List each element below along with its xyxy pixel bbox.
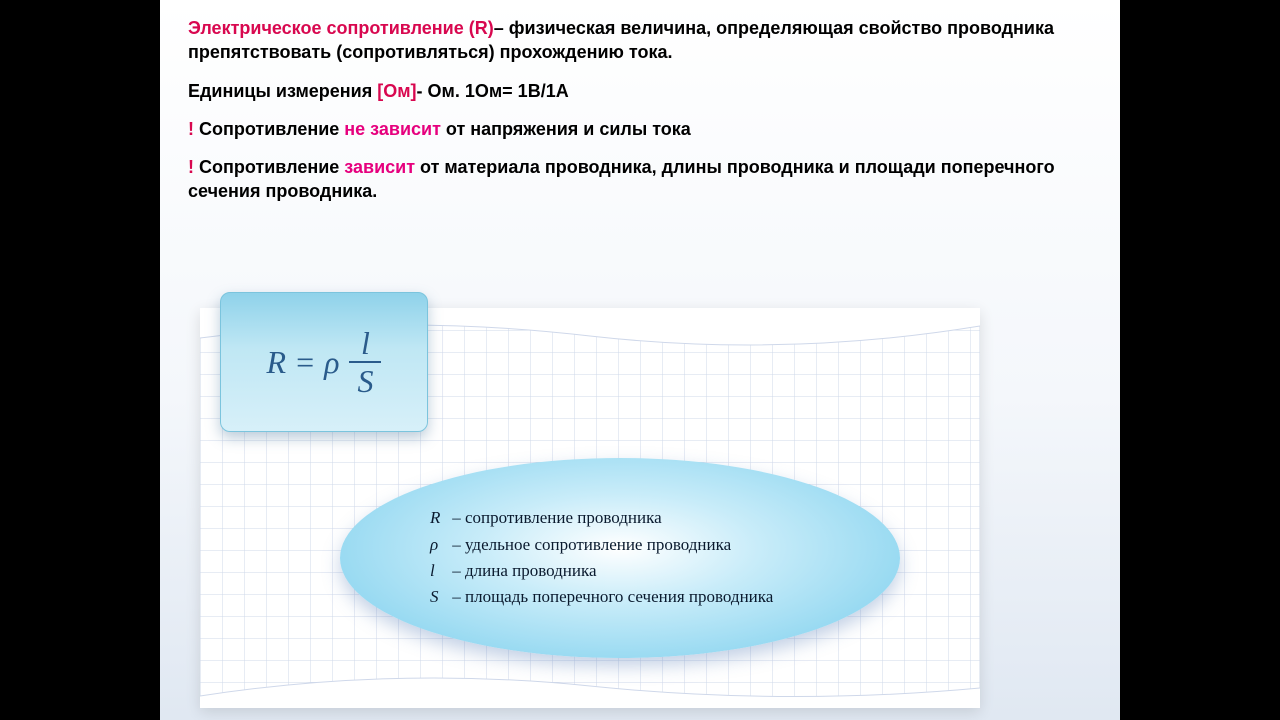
legend-ellipse: R – сопротивление проводника ρ – удельно… bbox=[340, 458, 900, 658]
definition-paragraph: Электрическое сопротивление (R)– физичес… bbox=[188, 16, 1092, 65]
note1-post: от напряжения и силы тока bbox=[441, 119, 691, 139]
units-paragraph: Единицы измерения [Ом]- Ом. 1Ом= 1В/1А bbox=[188, 79, 1092, 103]
note-dependent: ! Сопротивление зависит от материала про… bbox=[188, 155, 1092, 204]
bang-2: ! bbox=[188, 157, 199, 177]
legend-s-txt: – площадь поперечного сечения проводника bbox=[448, 587, 773, 606]
figure-panel: R = ρ l S R – сопротивление проводника ρ… bbox=[200, 308, 980, 708]
legend-r: R – сопротивление проводника bbox=[430, 505, 900, 531]
formula-denominator: S bbox=[349, 363, 381, 397]
legend-l-txt: – длина проводника bbox=[448, 561, 597, 580]
note1-key: не зависит bbox=[344, 119, 441, 139]
units-prefix: Единицы измерения bbox=[188, 81, 377, 101]
note-independent: ! Сопротивление не зависит от напряжения… bbox=[188, 117, 1092, 141]
legend-l-sym: l bbox=[430, 558, 448, 584]
legend-r-txt: – сопротивление проводника bbox=[448, 508, 662, 527]
formula-rho: ρ bbox=[324, 344, 339, 381]
text-content: Электрическое сопротивление (R)– физичес… bbox=[160, 0, 1120, 204]
formula-lhs: R bbox=[267, 344, 287, 381]
note1-pre: Сопротивление bbox=[199, 119, 344, 139]
units-rest: - Ом. 1Ом= 1В/1А bbox=[417, 81, 569, 101]
legend-rho-sym: ρ bbox=[430, 532, 448, 558]
legend-s: S – площадь поперечного сечения проводни… bbox=[430, 584, 900, 610]
legend-r-sym: R bbox=[430, 505, 448, 531]
note2-key: зависит bbox=[344, 157, 415, 177]
legend-s-sym: S bbox=[430, 584, 448, 610]
formula-box: R = ρ l S bbox=[220, 292, 428, 432]
legend-rho: ρ – удельное сопротивление проводника bbox=[430, 532, 900, 558]
resistance-formula: R = ρ l S bbox=[267, 327, 382, 397]
units-symbol: [Ом] bbox=[377, 81, 416, 101]
formula-numerator: l bbox=[353, 327, 378, 361]
legend-rho-txt: – удельное сопротивление проводника bbox=[448, 535, 731, 554]
formula-eq: = bbox=[296, 344, 314, 381]
term: Электрическое сопротивление (R) bbox=[188, 18, 494, 38]
note2-pre: Сопротивление bbox=[199, 157, 344, 177]
bang-1: ! bbox=[188, 119, 199, 139]
formula-fraction: l S bbox=[349, 327, 381, 397]
legend-l: l – длина проводника bbox=[430, 558, 900, 584]
